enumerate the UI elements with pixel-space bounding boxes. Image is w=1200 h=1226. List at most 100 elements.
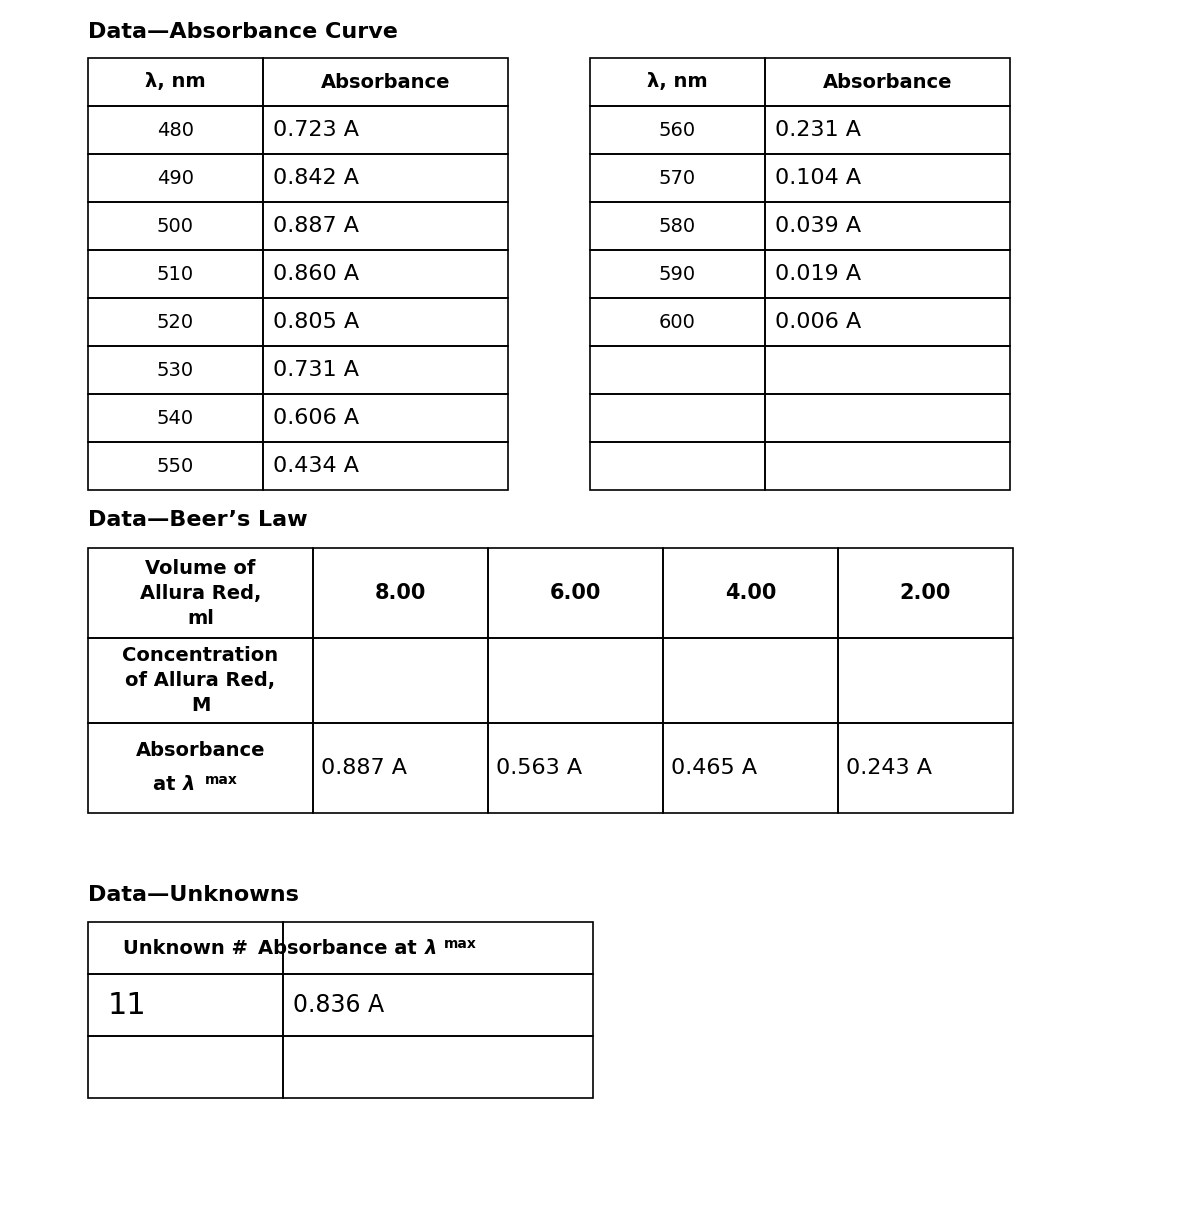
Text: Volume of
Allura Red,
ml: Volume of Allura Red, ml (140, 559, 262, 628)
Text: 2.00: 2.00 (900, 584, 952, 603)
Bar (263, 346, 508, 394)
Bar (88, 723, 313, 813)
Bar (263, 58, 508, 105)
Text: 520: 520 (157, 313, 194, 331)
Bar (88, 443, 263, 490)
Bar (263, 105, 508, 154)
Text: Data—Absorbance Curve: Data—Absorbance Curve (88, 22, 398, 42)
Bar (766, 154, 1010, 202)
Bar (590, 154, 766, 202)
Bar (88, 298, 263, 346)
Bar (88, 346, 263, 394)
Text: λ: λ (425, 938, 437, 958)
Text: max: max (444, 937, 476, 951)
Bar (88, 973, 283, 1036)
Text: Data—Beer’s Law: Data—Beer’s Law (88, 510, 307, 530)
Text: Data—Unknowns: Data—Unknowns (88, 885, 299, 905)
Text: 530: 530 (157, 360, 194, 380)
Bar (590, 298, 766, 346)
Text: Absorbance: Absorbance (136, 741, 265, 759)
Bar (88, 394, 263, 443)
Text: 540: 540 (157, 408, 194, 428)
Text: 8.00: 8.00 (374, 584, 426, 603)
Text: 0.805 A: 0.805 A (274, 311, 359, 332)
Bar (590, 250, 766, 298)
Bar (283, 973, 593, 1036)
Text: 510: 510 (157, 265, 194, 283)
Bar (263, 202, 508, 250)
Text: Concentration
of Allura Red,
M: Concentration of Allura Red, M (122, 646, 278, 715)
Text: 6.00: 6.00 (550, 584, 601, 603)
Bar (313, 723, 488, 813)
Text: 590: 590 (659, 265, 696, 283)
Bar (766, 105, 1010, 154)
Text: 550: 550 (157, 456, 194, 476)
Text: 11: 11 (108, 991, 146, 1020)
Bar (88, 58, 263, 105)
Text: 480: 480 (157, 120, 194, 140)
Text: at: at (154, 775, 182, 793)
Text: 0.606 A: 0.606 A (274, 408, 359, 428)
Bar (590, 58, 766, 105)
Bar (766, 250, 1010, 298)
Bar (313, 638, 488, 723)
Text: 0.563 A: 0.563 A (496, 758, 582, 779)
Bar (766, 298, 1010, 346)
Text: max: max (204, 774, 238, 787)
Bar (88, 250, 263, 298)
Bar (590, 394, 766, 443)
Text: 560: 560 (659, 120, 696, 140)
Text: 570: 570 (659, 168, 696, 188)
Text: 0.842 A: 0.842 A (274, 168, 359, 188)
Text: 0.039 A: 0.039 A (775, 216, 862, 235)
Bar (766, 202, 1010, 250)
Bar (88, 1036, 283, 1098)
Bar (313, 548, 488, 638)
Bar (590, 105, 766, 154)
Bar (766, 346, 1010, 394)
Bar (662, 723, 838, 813)
Text: 0.887 A: 0.887 A (274, 216, 359, 235)
Bar (662, 638, 838, 723)
Text: 0.731 A: 0.731 A (274, 360, 359, 380)
Bar (662, 548, 838, 638)
Bar (488, 723, 662, 813)
Text: 490: 490 (157, 168, 194, 188)
Bar (88, 202, 263, 250)
Bar (88, 548, 313, 638)
Bar (263, 154, 508, 202)
Bar (766, 394, 1010, 443)
Text: 0.434 A: 0.434 A (274, 456, 359, 476)
Bar (263, 394, 508, 443)
Text: 0.836 A: 0.836 A (293, 993, 384, 1018)
Bar (838, 548, 1013, 638)
Text: λ, nm: λ, nm (647, 72, 708, 92)
Text: 4.00: 4.00 (725, 584, 776, 603)
Bar (766, 443, 1010, 490)
Text: Absorbance: Absorbance (823, 72, 953, 92)
Text: 0.006 A: 0.006 A (775, 311, 862, 332)
Text: Absorbance at: Absorbance at (258, 938, 424, 958)
Text: λ, nm: λ, nm (145, 72, 206, 92)
Text: 0.465 A: 0.465 A (671, 758, 757, 779)
Text: 580: 580 (659, 217, 696, 235)
Bar (283, 1036, 593, 1098)
Text: λ: λ (182, 775, 194, 793)
Bar (263, 298, 508, 346)
Bar (488, 638, 662, 723)
Text: 600: 600 (659, 313, 696, 331)
Text: Unknown #: Unknown # (124, 938, 248, 958)
Text: 0.243 A: 0.243 A (846, 758, 932, 779)
Text: 0.723 A: 0.723 A (274, 120, 359, 140)
Bar (766, 58, 1010, 105)
Bar (590, 346, 766, 394)
Bar (88, 638, 313, 723)
Bar (263, 443, 508, 490)
Bar (263, 250, 508, 298)
Bar (88, 154, 263, 202)
Bar (488, 548, 662, 638)
Bar (838, 638, 1013, 723)
Bar (88, 922, 283, 973)
Text: 0.860 A: 0.860 A (274, 264, 359, 284)
Text: Absorbance: Absorbance (320, 72, 450, 92)
